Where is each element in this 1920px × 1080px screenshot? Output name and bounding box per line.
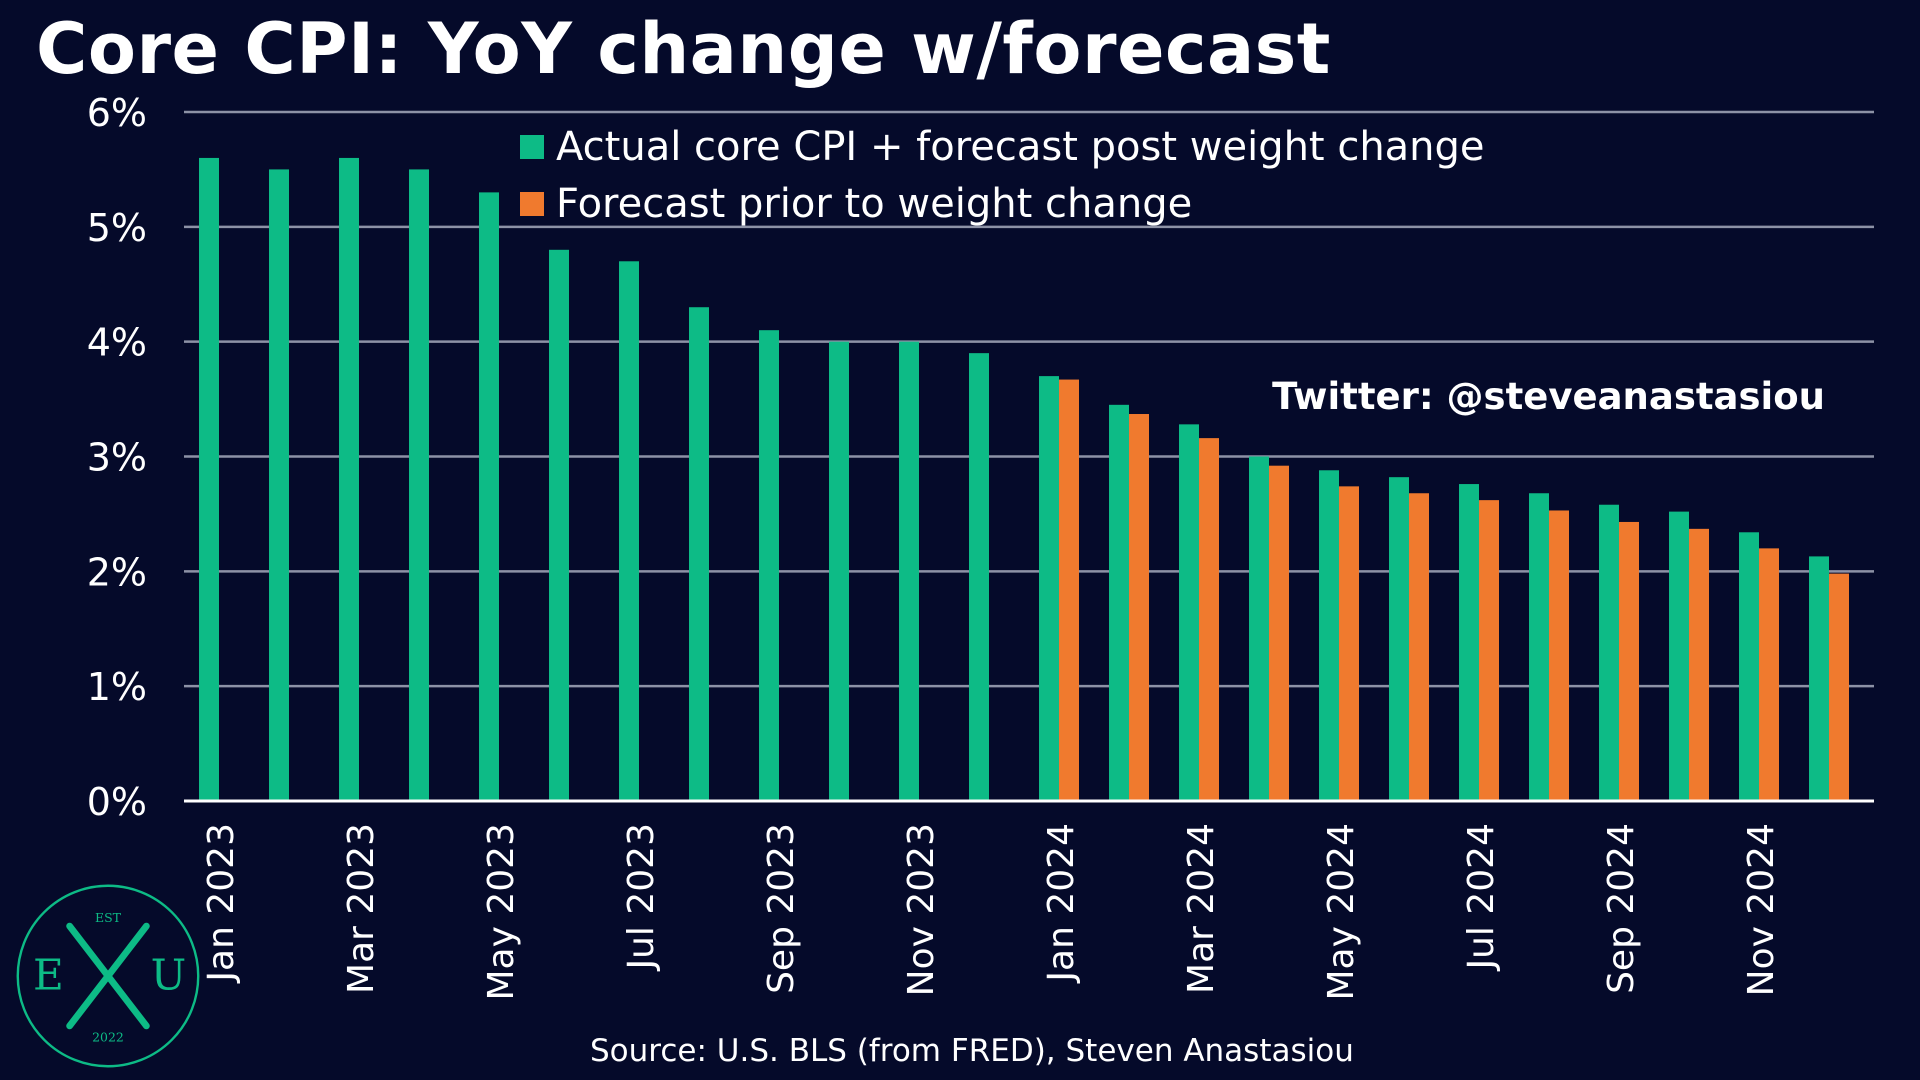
logo-est: EST [95,910,122,925]
bar-actual [1249,456,1269,801]
logo-year: 2022 [92,1029,124,1044]
y-tick-label: 6% [87,91,147,135]
gridlines [184,110,1874,688]
y-axis-ticks: 0% 1% 2% 3% 4% 5% 6% [87,91,147,824]
bar-actual [409,169,429,801]
logo-letter-u: U [151,950,187,999]
legend-swatch-forecast [520,191,544,216]
bar-forecast [1409,493,1429,801]
bar-actual [199,157,219,801]
bar-forecast [1619,521,1639,801]
x-tick-label: Nov 2023 [901,823,942,996]
y-tick-label: 1% [87,665,147,709]
x-tick-label: Jan 2023 [201,823,242,984]
x-tick-label: Jan 2024 [1041,823,1082,984]
bar-actual [1319,470,1339,801]
chart-title: Core CPI: YoY change w/forecast [36,8,1331,90]
bar-forecast [1059,379,1079,801]
x-tick-label: Nov 2024 [1741,823,1782,996]
bar-forecast [1689,528,1709,801]
x-tick-label: Sep 2023 [761,823,802,994]
bar-forecast [1269,465,1289,801]
x-tick-label: Sep 2024 [1601,823,1642,994]
x-tick-label: Jul 2024 [1461,823,1502,972]
legend-label-forecast: Forecast prior to weight change [556,180,1193,227]
twitter-credit: Twitter: @steveanastasiou [1272,375,1825,418]
bar-actual [1739,532,1759,801]
legend: Actual core CPI + forecast post weight c… [520,118,1485,232]
x-tick-label: May 2024 [1321,823,1362,1001]
x-tick-label: Mar 2023 [341,823,382,994]
logo-letter-e: E [33,950,64,999]
bar-actual [759,330,779,801]
bar-actual [1529,493,1549,801]
bar-forecast [1129,414,1149,801]
bar-actual [1599,504,1619,801]
bar-forecast [1479,500,1499,801]
source-note: Source: U.S. BLS (from FRED), Steven Ana… [590,1033,1354,1069]
bar-actual [1179,424,1199,801]
x-tick-label: Mar 2024 [1181,823,1222,994]
bar-actual [549,249,569,802]
bar-actual [1669,511,1689,801]
legend-label-actual: Actual core CPI + forecast post weight c… [556,123,1485,170]
bar-actual [829,341,849,801]
bar-forecast [1829,573,1849,801]
x-tick-label: May 2023 [481,823,522,1001]
x-axis-ticks: Jan 2023 Mar 2023 May 2023 Jul 2023 Sep 2023… [201,823,1782,1001]
bar-actual [619,261,639,801]
bar-forecast [1339,486,1359,801]
bar-actual [1389,477,1409,801]
x-tick-label: Jul 2023 [621,823,662,972]
bar-actual [1809,556,1829,801]
bar-forecast [1199,438,1219,801]
legend-item-forecast: Forecast prior to weight change [520,175,1485,232]
bar-actual [479,192,499,802]
y-tick-label: 2% [87,550,147,594]
legend-item-actual: Actual core CPI + forecast post weight c… [520,118,1485,175]
bar-actual [1459,484,1479,801]
bars [199,157,1849,802]
bar-actual [1039,376,1059,801]
legend-swatch-actual [520,134,544,159]
exu-logo: EST E U 2022 [16,884,200,1068]
bar-actual [969,353,989,801]
bar-actual [269,169,289,801]
bar-forecast [1759,548,1779,801]
bar-actual [689,307,709,801]
bar-actual [1109,404,1129,801]
y-tick-label: 5% [87,206,147,250]
y-tick-label: 3% [87,436,147,480]
y-tick-label: 0% [87,780,147,824]
bar-actual [339,157,359,801]
bar-actual [899,341,919,801]
y-tick-label: 4% [87,321,147,365]
bar-forecast [1549,510,1569,801]
